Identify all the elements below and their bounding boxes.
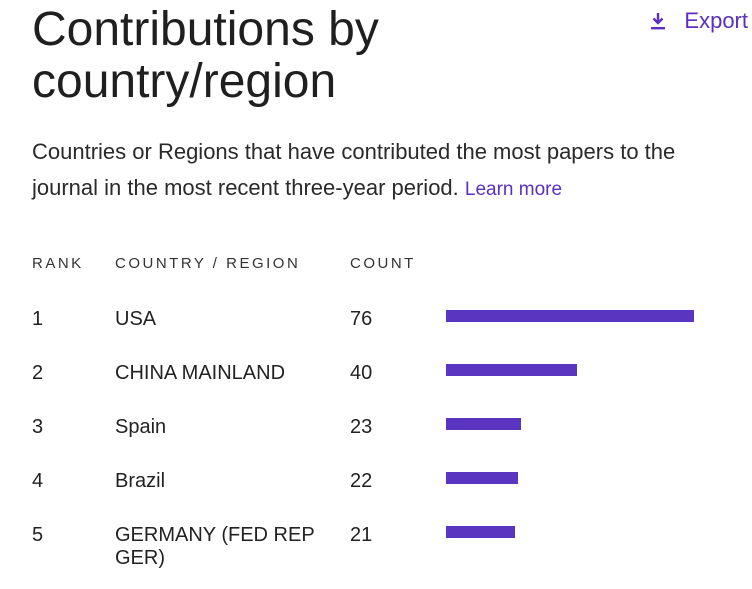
description: Countries or Regions that have contribut… bbox=[32, 134, 732, 208]
page-title: Contributions by country/region bbox=[32, 3, 379, 108]
count-cell: 76 bbox=[350, 308, 373, 330]
header-country: COUNTRY / REGION bbox=[115, 255, 301, 272]
description-text: Countries or Regions that have contribut… bbox=[32, 139, 676, 200]
export-label: Export bbox=[684, 8, 748, 33]
country-cell: Spain bbox=[115, 416, 167, 438]
count-cell: 23 bbox=[350, 416, 373, 438]
count-bar bbox=[446, 472, 518, 484]
count-cell: 22 bbox=[350, 470, 373, 492]
rank-cell: 2 bbox=[32, 362, 44, 384]
contributions-table: RANK COUNTRY / REGION COUNT 1 USA 76 2 CHINA… bbox=[32, 252, 732, 569]
count-cell: 40 bbox=[350, 362, 373, 384]
table-header: RANK COUNTRY / REGION COUNT bbox=[32, 252, 732, 278]
count-bar bbox=[446, 526, 515, 538]
country-cell: USA bbox=[115, 308, 157, 330]
header-count: COUNT bbox=[350, 255, 416, 272]
rank-cell: 5 bbox=[32, 524, 44, 546]
rank-cell: 3 bbox=[32, 416, 44, 438]
download-icon bbox=[651, 13, 666, 30]
header-rank: RANK bbox=[32, 255, 84, 272]
rank-cell: 1 bbox=[32, 308, 44, 330]
rank-cell: 4 bbox=[32, 470, 44, 492]
learn-more-link[interactable]: Learn more bbox=[464, 179, 563, 200]
country-cell: Brazil bbox=[115, 470, 166, 492]
count-bar bbox=[446, 364, 577, 376]
country-cell: GERMANY (FED REP GER) bbox=[115, 524, 315, 569]
export-button[interactable]: Export bbox=[650, 8, 748, 34]
count-cell: 21 bbox=[350, 524, 373, 546]
count-bar bbox=[446, 418, 521, 430]
count-bar bbox=[446, 310, 694, 322]
country-cell: CHINA MAINLAND bbox=[115, 362, 286, 384]
